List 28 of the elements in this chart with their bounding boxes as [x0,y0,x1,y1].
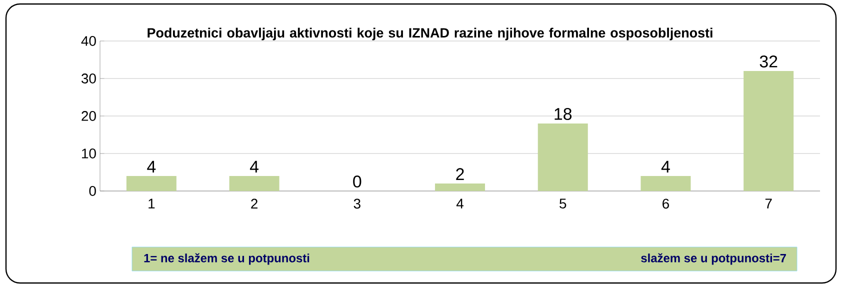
bar [744,70,794,191]
data-label: 2 [456,168,464,180]
y-tick-label: 40 [81,36,96,46]
x-tick-label: 7 [765,198,772,208]
data-label: 4 [147,160,156,172]
text: slažem se u potpunosti=7 [641,253,786,265]
data-label: 0 [353,175,362,188]
bar [435,183,486,191]
x-tick-label: 5 [560,198,566,209]
y-tick-label: 30 [82,74,96,84]
data-label: 4 [661,160,670,172]
y-tick-label: 0 [89,186,96,196]
bar [640,176,691,191]
data-label: 32 [760,55,778,68]
bar [229,176,280,191]
x-tick-label: 3 [354,198,360,209]
chart-title: Poduzetnici obavljaju aktivnosti koje su IZNAD razine njihove formalne osposobljenosti [148,28,712,40]
text: 1= ne slažem se u potpunosti [144,253,310,265]
data-label: 18 [554,108,572,120]
x-tick-label: 6 [662,198,669,209]
bar [538,123,588,191]
y-tick-label: 20 [82,111,96,121]
data-label: 4 [250,160,259,172]
x-tick-label: 1 [148,198,155,208]
x-tick-label: 4 [456,198,464,208]
y-tick-label: 10 [82,148,96,158]
bar [126,176,176,191]
x-tick-label: 2 [251,198,258,209]
